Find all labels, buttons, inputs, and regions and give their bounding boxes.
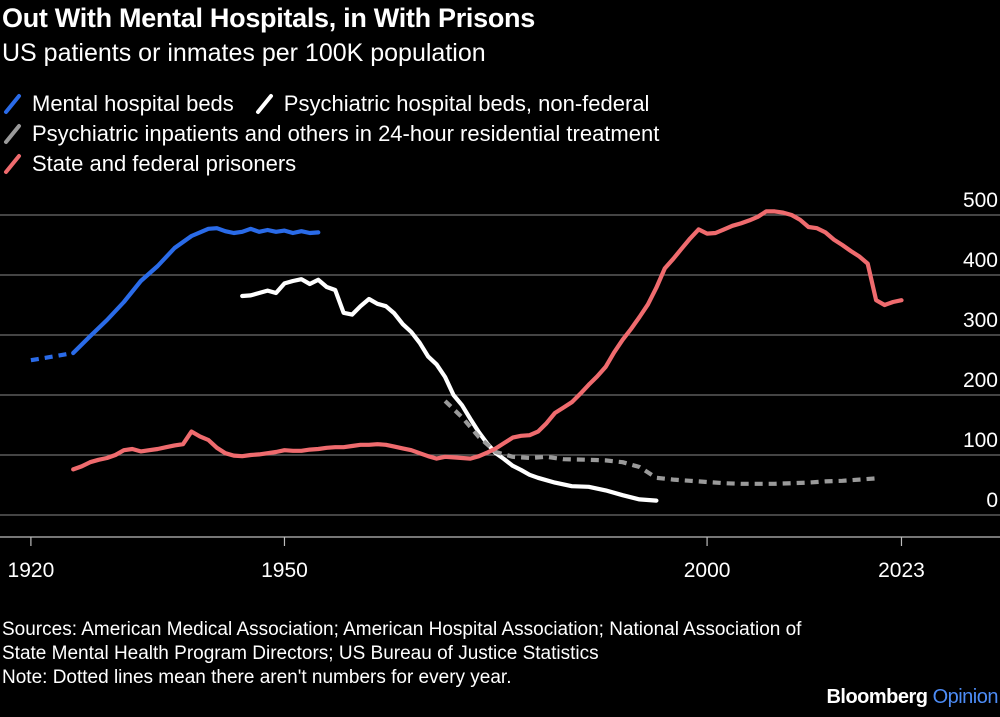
legend-swatch-blue-icon [4, 94, 21, 114]
legend-label: Mental hospital beds [32, 91, 234, 116]
sources-text: Sources: American Medical Association; A… [2, 619, 802, 664]
legend-item-psychiatric-inpatients: Psychiatric inpatients and others in 24-… [2, 121, 659, 147]
series-line-0-solid-1 [71, 226, 321, 356]
legend-item-mental-hospital-beds: Mental hospital beds [2, 91, 234, 117]
x-tick-label-1950: 1950 [261, 559, 308, 582]
legend-item-psychiatric-hospital-beds: Psychiatric hospital beds, non-federal [254, 91, 650, 117]
y-tick-label-300: 300 [963, 309, 998, 332]
grid-layer [0, 214, 1000, 516]
footer: Sources: American Medical Association; A… [2, 618, 802, 690]
legend-row-3: State and federal prisoners [2, 149, 316, 179]
y-tick-label-500: 500 [963, 189, 998, 212]
y-tick-label-400: 400 [963, 249, 998, 272]
legend-row-1: Mental hospital beds Psychiatric hospita… [2, 89, 669, 119]
brand-name: Bloomberg [826, 686, 928, 708]
y-tick-label-100: 100 [963, 429, 998, 452]
note-text: Note: Dotted lines mean there aren't num… [2, 667, 512, 688]
legend-row-2: Psychiatric inpatients and others in 24-… [2, 119, 679, 149]
series-line-0-dotted-0 [30, 350, 74, 363]
legend-label: Psychiatric hospital beds, non-federal [283, 91, 650, 116]
series-line-3-solid-0 [71, 209, 904, 472]
legend-swatch-gray-icon [4, 124, 21, 144]
series-line-1-solid-0 [240, 277, 659, 503]
y-tick-label-0: 0 [986, 489, 998, 512]
series-layer [30, 209, 904, 503]
legend-swatch-white-icon [255, 94, 273, 114]
legend-swatch-red-icon [4, 154, 21, 174]
x-tick-label-2023: 2023 [878, 559, 925, 582]
y-tick-label-200: 200 [963, 369, 998, 392]
brand-logo: Bloomberg Opinion [826, 686, 998, 709]
x-tick-label-2000: 2000 [684, 559, 731, 582]
chart-subtitle: US patients or inmates per 100K populati… [2, 39, 486, 67]
chart-title: Out With Mental Hospitals, in With Priso… [2, 3, 535, 33]
line-chart: 0 100 200 300 400 500 1920 1950 2000 2023 [0, 189, 1000, 582]
legend-label: Psychiatric inpatients and others in 24-… [32, 121, 660, 146]
x-tick-label-1920: 1920 [8, 559, 55, 582]
legend-item-prisoners: State and federal prisoners [2, 151, 296, 177]
legend-label: State and federal prisoners [32, 151, 297, 176]
series-line-2-dotted-0 [443, 399, 877, 486]
brand-accent: Opinion [932, 686, 999, 708]
axis-layer: 0 100 200 300 400 500 1920 1950 2000 2023 [0, 189, 1000, 582]
